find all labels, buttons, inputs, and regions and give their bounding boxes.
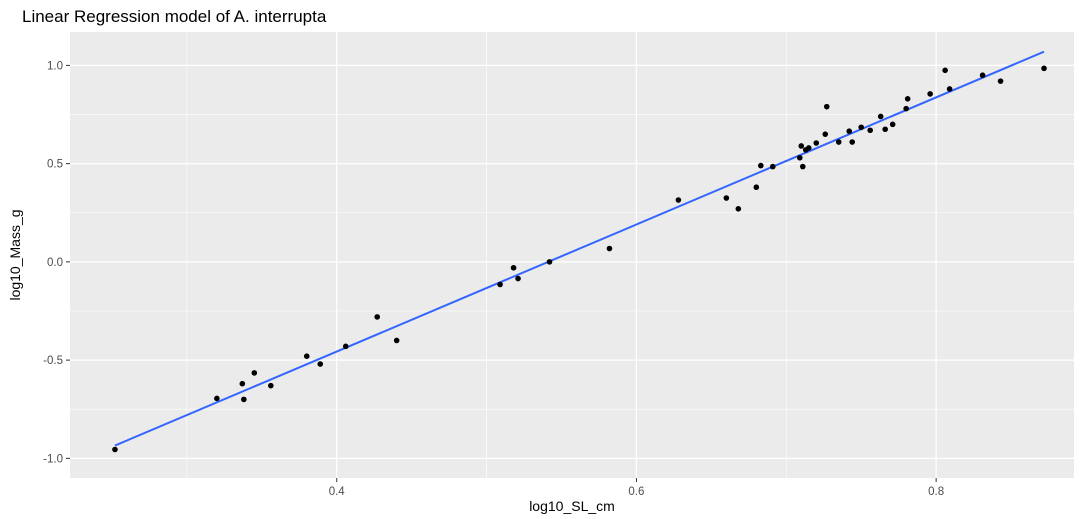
data-point [374,314,380,320]
data-point [342,343,349,350]
data-point [1041,65,1047,72]
data-point [239,380,246,387]
data-point [942,67,948,74]
data-point [723,195,730,201]
data-point [813,140,820,146]
data-point [753,184,760,191]
data-point [606,245,613,252]
plot-panel [70,32,1074,478]
data-point [317,361,324,367]
y-tick-label: -1.0 [43,453,63,465]
y-axis-label: log10_Mass_g [7,209,23,300]
data-point [867,127,873,134]
data-point [515,275,521,282]
y-tick-label: 0.5 [47,159,63,171]
data-point [546,259,553,265]
data-point [997,78,1004,84]
grid-lines [70,32,1074,478]
data-points [112,65,1047,453]
y-tick-label: -0.5 [43,355,63,367]
data-point [858,124,865,131]
x-tick-label: 0.6 [628,486,644,498]
data-point [770,163,776,170]
data-point [849,139,856,145]
data-point [112,446,118,453]
x-axis-label: log10_SL_cm [529,498,615,514]
data-point [903,105,909,112]
data-point [822,131,829,137]
chart-title: Linear Regression model of A. interrupta [22,7,327,26]
x-axis: 0.4 0.6 0.8 [329,478,944,498]
data-point [979,72,986,79]
data-point [393,337,400,344]
data-point [497,281,503,288]
data-point [889,121,896,128]
y-tick-label: 0.0 [47,257,63,269]
data-point [846,128,853,135]
data-point [904,96,911,102]
x-tick-label: 0.4 [329,486,346,498]
data-point [835,139,842,145]
data-point [510,264,517,271]
data-point [735,206,742,212]
regression-line-layer [114,50,1045,447]
data-point [927,91,933,97]
data-point [251,370,258,376]
data-point [805,145,812,151]
data-point [799,163,806,170]
data-point [877,113,884,120]
data-point [268,382,274,389]
data-point [823,103,830,110]
data-point [241,396,247,403]
data-point [303,353,310,359]
data-point [796,154,803,161]
regression-line [114,50,1045,447]
x-tick-label: 0.8 [928,486,944,498]
data-point [946,86,953,92]
data-point [798,143,805,149]
data-point [675,197,682,203]
y-axis: -1.0 -0.5 0.0 0.5 1.0 [43,60,70,465]
y-tick-label: 1.0 [47,60,63,72]
data-point [214,395,220,402]
data-point [758,162,764,169]
data-point [882,126,888,133]
